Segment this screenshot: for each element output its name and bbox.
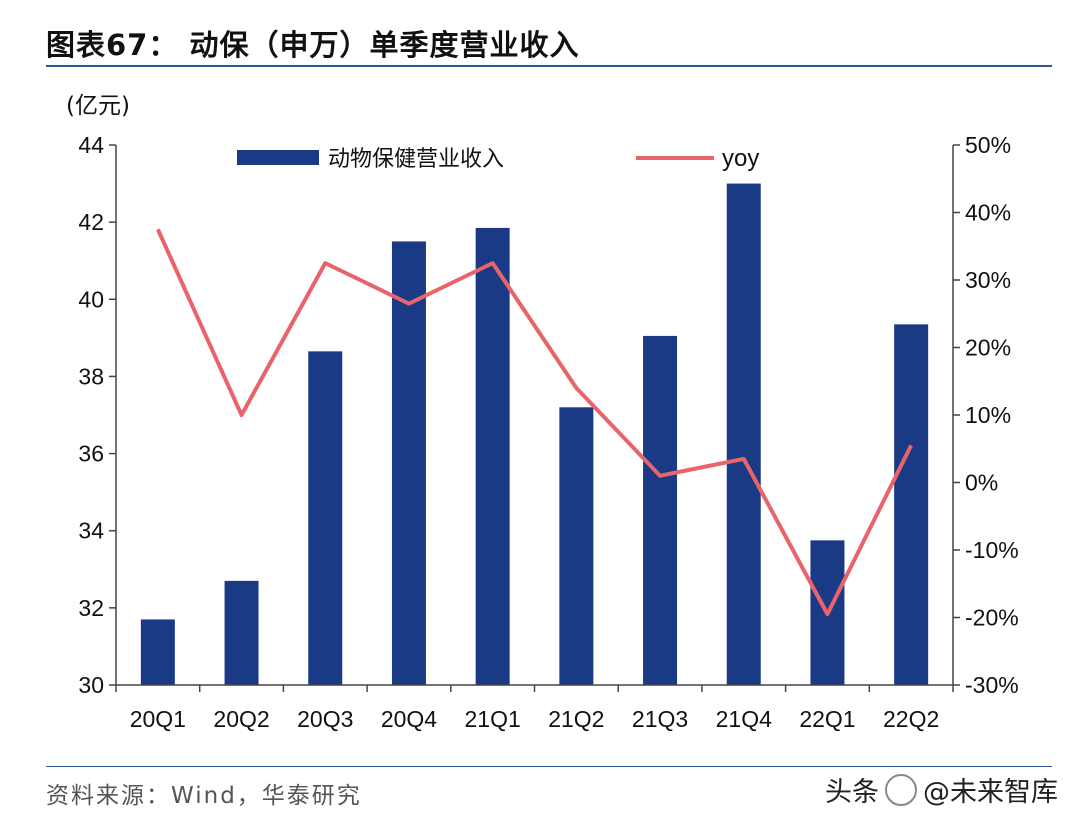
bar	[726, 183, 761, 686]
x-tick-label: 20Q1	[130, 706, 186, 732]
right-tick-label: -20%	[965, 605, 1019, 631]
source-note: 资料来源：Wind，华泰研究	[46, 783, 362, 809]
y-axis-unit-label: (亿元)	[66, 93, 130, 119]
yoy-line	[156, 228, 913, 617]
legend-bar-swatch	[237, 150, 319, 165]
left-tick-label: 40	[78, 286, 104, 312]
x-tick-label: 20Q4	[381, 706, 437, 732]
x-tick-label: 21Q3	[632, 706, 688, 732]
bar	[894, 324, 929, 685]
x-tick-label: 22Q2	[883, 706, 939, 732]
bar	[391, 241, 426, 685]
right-tick-label: 10%	[965, 402, 1011, 428]
left-tick-label: 44	[78, 132, 104, 158]
bar-series	[140, 183, 929, 686]
left-tick-label: 34	[78, 518, 104, 544]
bar	[559, 407, 594, 685]
right-axis: -30% -20% -10% 0% 10% 20% 30% 40% 50%	[952, 132, 1019, 698]
right-tick-label: -10%	[965, 537, 1019, 563]
left-axis: 30 32 34 36 38 40 42 44	[78, 132, 117, 698]
right-tick-label: 20%	[965, 335, 1011, 361]
bar	[308, 351, 343, 685]
x-tick-label: 21Q4	[716, 706, 772, 732]
watermark-prefix: 头条	[825, 777, 879, 808]
right-tick-label: 40%	[965, 200, 1011, 226]
legend-line-label: yoy	[722, 145, 759, 172]
chart: 30 32 34 36 38 40 42 44 -30% -20% -10% 0% 10% 20% 30%…	[78, 132, 1019, 732]
title-rule	[46, 65, 1052, 67]
wechat-icon	[885, 773, 917, 806]
yoy-line-series	[156, 228, 913, 617]
left-tick-label: 30	[78, 672, 104, 698]
right-tick-label: 30%	[965, 267, 1011, 293]
bar	[140, 619, 175, 685]
x-tick-label: 22Q1	[799, 706, 855, 732]
source-rule	[46, 766, 1052, 767]
x-axis: 20Q1 20Q2 20Q3 20Q4 21Q1 21Q2 21Q3 21Q4 22Q1 22Q2	[115, 684, 954, 732]
bar	[475, 227, 510, 685]
x-tick-label: 20Q2	[213, 706, 269, 732]
left-tick-label: 36	[78, 441, 104, 467]
left-tick-label: 42	[78, 209, 104, 235]
right-tick-label: -30%	[965, 672, 1019, 698]
right-tick-label: 50%	[965, 132, 1011, 158]
bar	[643, 335, 678, 685]
figure-title: 图表67： 动保（申万）单季度营业收入	[46, 28, 580, 62]
x-tick-label: 21Q1	[465, 706, 521, 732]
x-tick-label: 20Q3	[297, 706, 353, 732]
legend-bar-label: 动物保健营业收入	[328, 146, 504, 171]
right-tick-label: 0%	[965, 470, 998, 496]
legend: 动物保健营业收入 yoy	[237, 145, 759, 172]
left-tick-label: 32	[78, 595, 104, 621]
x-tick-label: 21Q2	[548, 706, 604, 732]
bar	[224, 580, 259, 685]
left-tick-label: 38	[78, 363, 104, 389]
watermark-handle: @未来智库	[923, 777, 1058, 808]
watermark: 头条 @未来智库	[825, 770, 1058, 809]
